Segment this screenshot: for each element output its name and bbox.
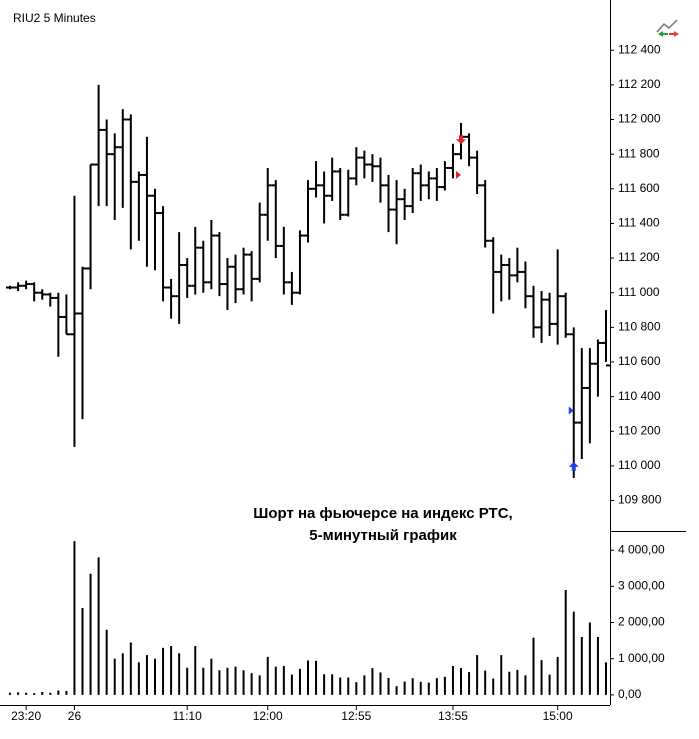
y-tick-label: 4 000,00 bbox=[618, 542, 665, 556]
y-tick-label: 111 000 bbox=[618, 285, 660, 299]
x-tick-label: 12:55 bbox=[341, 709, 371, 723]
y-tick-label: 109 800 bbox=[618, 493, 662, 507]
y-tick-label: 111 600 bbox=[618, 181, 660, 195]
y-tick-label: 1 000,00 bbox=[618, 651, 665, 665]
x-tick-label: 26 bbox=[68, 709, 82, 723]
y-tick-label: 112 000 bbox=[618, 112, 661, 126]
y-tick-label: 110 800 bbox=[618, 320, 661, 334]
y-tick-label: 110 000 bbox=[618, 458, 661, 472]
x-tick-label: 13:55 bbox=[438, 709, 468, 723]
y-tick-label: 110 600 bbox=[618, 354, 661, 368]
x-tick-label: 12:00 bbox=[253, 709, 283, 723]
chart-title: RIU2 5 Minutes bbox=[13, 11, 96, 25]
y-tick-label: 111 800 bbox=[618, 146, 660, 160]
y-tick-label: 2 000,00 bbox=[618, 615, 665, 629]
signal-marker bbox=[456, 135, 467, 145]
signal-marker bbox=[456, 170, 462, 179]
toolbar-icon[interactable] bbox=[656, 19, 679, 37]
y-tick-label: 111 400 bbox=[618, 216, 660, 230]
y-tick-label: 111 200 bbox=[618, 250, 660, 264]
x-tick-label: 15:00 bbox=[543, 709, 573, 723]
signal-marker bbox=[568, 461, 579, 471]
annotation: 5-минутный график bbox=[309, 527, 457, 544]
y-tick-label: 0,00 bbox=[618, 687, 642, 701]
y-tick-label: 110 400 bbox=[618, 389, 661, 403]
y-tick-label: 112 200 bbox=[618, 77, 661, 91]
signal-marker bbox=[568, 406, 574, 415]
x-tick-label: 23:20 bbox=[11, 709, 41, 723]
y-tick-label: 112 400 bbox=[618, 42, 661, 56]
y-tick-label: 3 000,00 bbox=[618, 579, 665, 593]
y-tick-label: 110 200 bbox=[618, 423, 661, 437]
x-tick-label: 11:10 bbox=[173, 709, 202, 723]
annotation: Шорт на фьючерсе на индекс РТС, bbox=[253, 505, 512, 522]
